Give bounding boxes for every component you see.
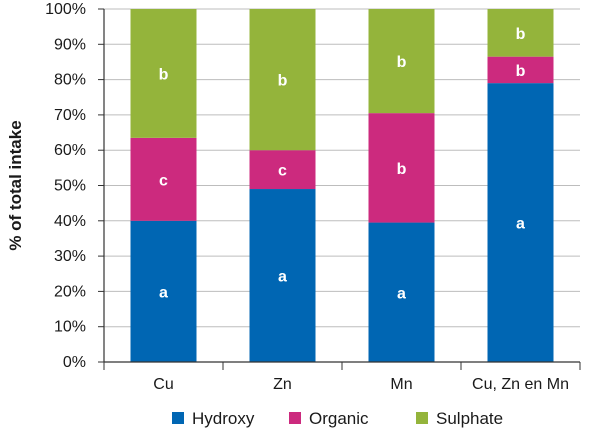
axes <box>98 8 581 370</box>
segment-label: a <box>278 269 287 286</box>
legend-swatch-sulphate <box>416 412 428 424</box>
x-category-label: Cu <box>153 376 173 393</box>
bar-segment-sulphate <box>249 9 316 151</box>
y-tick-label: 20% <box>54 283 86 300</box>
legend-label-organic: Organic <box>309 409 369 428</box>
y-tick-label: 0% <box>63 354 86 371</box>
segment-label: b <box>397 54 407 71</box>
bar-segment-organic <box>249 150 316 190</box>
bar-segment-organic <box>130 137 197 221</box>
segment-label: c <box>159 172 168 189</box>
bar-segment-hydroxy <box>487 83 554 362</box>
bar-segment-sulphate <box>130 9 197 138</box>
y-tick-label: 70% <box>54 107 86 124</box>
x-category-labels: Cu Zn Mn Cu, Zn en Mn <box>153 376 569 393</box>
legend-label-sulphate: Sulphate <box>436 409 503 428</box>
bar-segment-organic <box>487 56 554 84</box>
bar-segment-hydroxy <box>368 222 435 362</box>
y-tick-label: 90% <box>54 36 86 53</box>
segment-label: b <box>397 161 407 178</box>
y-tick-label: 40% <box>54 213 86 230</box>
bar-segment-organic <box>368 113 435 223</box>
legend-label-hydroxy: Hydroxy <box>192 409 255 428</box>
segment-label: b <box>516 63 526 80</box>
bar-segment-hydroxy <box>249 189 316 362</box>
x-category-label: Cu, Zn en Mn <box>472 376 569 393</box>
y-tick-label: 10% <box>54 319 86 336</box>
segment-label: b <box>516 26 526 43</box>
bar-segment-hydroxy <box>130 220 197 362</box>
bars: a c b a c b a b b a b b <box>130 9 554 362</box>
x-category-label: Zn <box>273 376 292 393</box>
segment-label: b <box>159 66 169 83</box>
segment-label: c <box>278 163 287 180</box>
legend: Hydroxy Organic Sulphate <box>172 409 503 428</box>
bar-segment-sulphate <box>487 9 554 57</box>
segment-label: a <box>159 284 168 301</box>
y-tick-label: 50% <box>54 178 86 195</box>
y-tick-label: 80% <box>54 72 86 89</box>
y-tick-label: 100% <box>45 1 86 18</box>
segment-label: b <box>278 73 288 90</box>
x-category-label: Mn <box>390 376 412 393</box>
y-tick-labels: 0% 10% 20% 30% 40% 50% 60% 70% 80% 90% 100% <box>45 1 86 371</box>
bar-segment-sulphate <box>368 9 435 114</box>
segment-label: a <box>397 285 406 302</box>
legend-swatch-organic <box>289 412 301 424</box>
y-axis-title: % of total intake <box>6 120 25 250</box>
y-tick-label: 60% <box>54 142 86 159</box>
legend-swatch-hydroxy <box>172 412 184 424</box>
y-tick-label: 30% <box>54 248 86 265</box>
segment-label: a <box>516 216 525 233</box>
